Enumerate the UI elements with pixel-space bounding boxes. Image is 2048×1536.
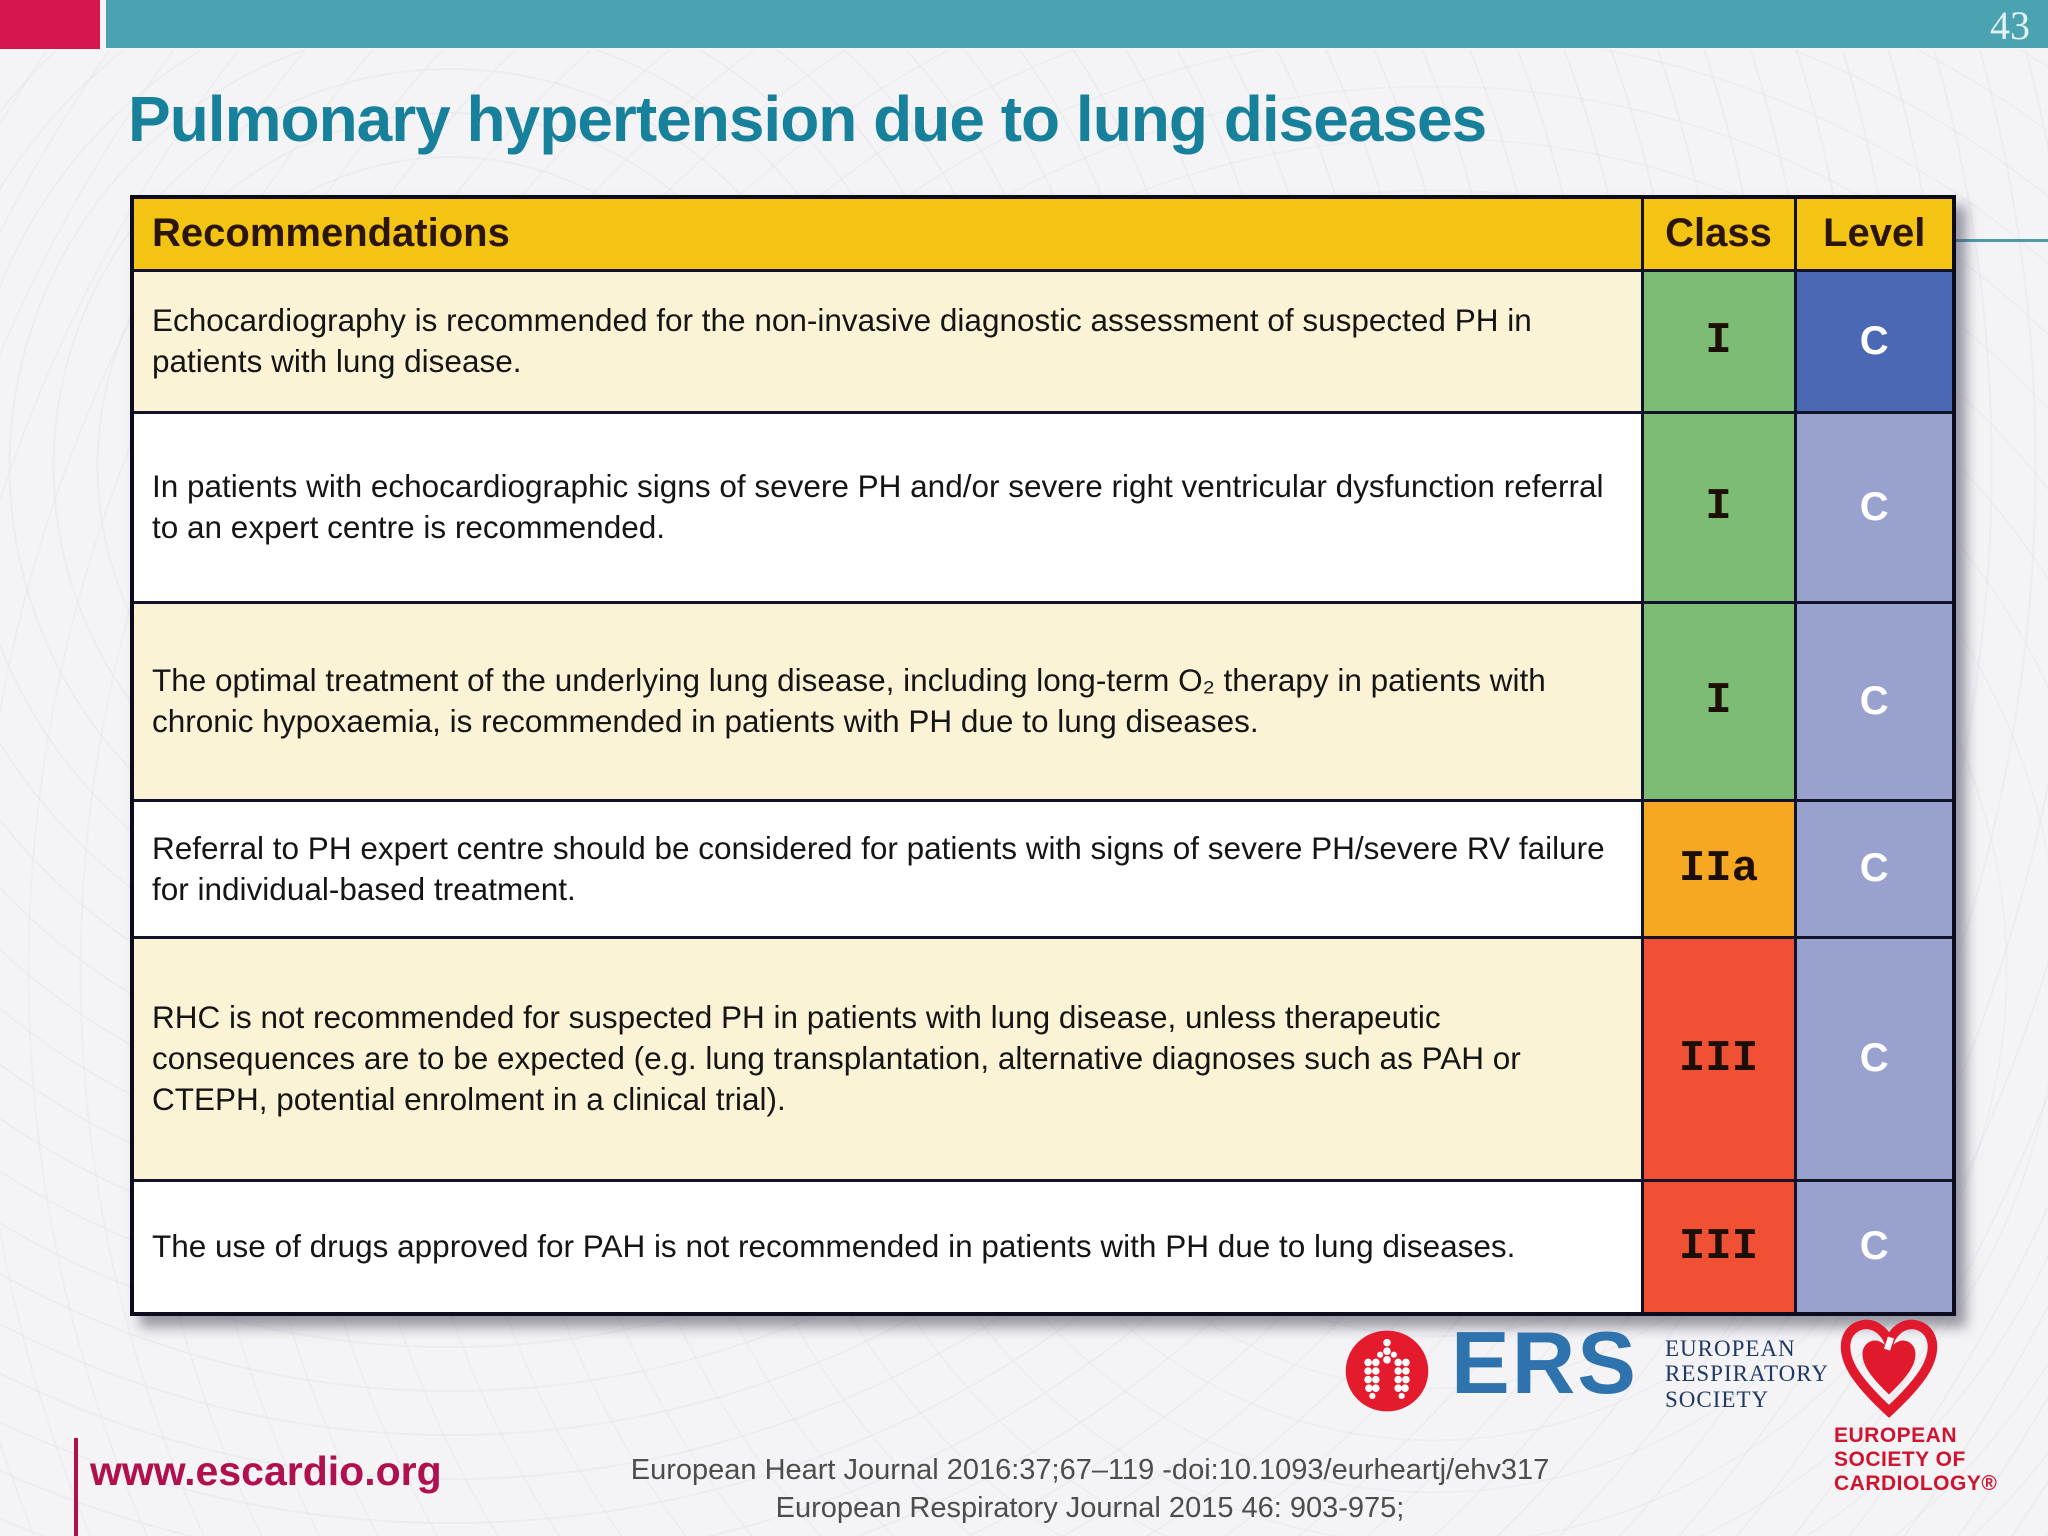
escardio-link[interactable]: www.escardio.org (90, 1448, 442, 1494)
class-badge: III (1640, 1178, 1797, 1316)
recommendation-text: Referral to PH expert centre should be c… (130, 798, 1644, 939)
ers-name-line: SOCIETY (1665, 1386, 1770, 1412)
ers-name-line: EUROPEAN (1665, 1336, 1796, 1361)
esc-name-line: CARDIOLOGY® (1834, 1472, 1998, 1496)
class-badge: IIa (1640, 798, 1797, 939)
recommendation-text: The use of drugs approved for PAH is not… (130, 1178, 1644, 1316)
class-badge: I (1640, 600, 1797, 802)
esc-name: EUROPEAN SOCIETY OF CARDIOLOGY® (1834, 1424, 1997, 1496)
ers-abbr: ERS (1451, 1313, 1638, 1412)
footer-accent-line (74, 1438, 78, 1536)
recommendation-text: RHC is not recommended for suspected PH … (130, 935, 1644, 1182)
column-header-class: Class (1640, 195, 1797, 272)
recommendation-text: The optimal treatment of the underlying … (130, 600, 1644, 802)
esc-heart-icon (1840, 1319, 1938, 1418)
esc-logo: EUROPEAN SOCIETY OF CARDIOLOGY® (1832, 1316, 2012, 1496)
top-bar (106, 0, 2048, 48)
table-row: In patients with echocardiographic signs… (130, 410, 1956, 604)
level-badge: C (1793, 798, 1956, 939)
level-badge: C (1793, 935, 1956, 1182)
level-badge: C (1793, 410, 1956, 604)
ers-name-line: RESPIRATORY (1665, 1361, 1829, 1387)
level-badge: C (1793, 268, 1956, 414)
citation-line-1: European Heart Journal 2016:37;67–119 -d… (630, 1454, 1550, 1486)
header-rule-line (1954, 239, 2048, 242)
table-row: The use of drugs approved for PAH is not… (130, 1178, 1956, 1316)
table-header-row: Recommendations Class Level (130, 195, 1956, 272)
class-badge: I (1640, 268, 1797, 414)
recommendation-text: In patients with echocardiographic signs… (130, 410, 1644, 604)
table-row: The optimal treatment of the underlying … (130, 600, 1956, 802)
recommendation-text: Echocardiography is recommended for the … (130, 268, 1644, 414)
esc-name-line: SOCIETY OF (1834, 1448, 1966, 1472)
class-badge: I (1640, 410, 1797, 604)
ers-logo: ERS EUROPEAN RESPIRATORY SOCIETY (1343, 1313, 1828, 1438)
column-header-level: Level (1793, 195, 1956, 272)
table-row: Echocardiography is recommended for the … (130, 268, 1956, 414)
citation-line-2: European Respiratory Journal 2015 46: 90… (775, 1491, 1405, 1524)
esc-name-line: EUROPEAN (1834, 1424, 1958, 1447)
ers-name: EUROPEAN RESPIRATORY SOCIETY (1665, 1336, 1829, 1412)
citation-block: European Heart Journal 2016:37;67–119 -d… (520, 1452, 1660, 1527)
level-badge: C (1793, 600, 1956, 802)
recommendations-table: Recommendations Class Level Echocardiogr… (130, 195, 1956, 1316)
table-row: RHC is not recommended for suspected PH … (130, 935, 1956, 1182)
table-row: Referral to PH expert centre should be c… (130, 798, 1956, 939)
column-header-recommendations: Recommendations (130, 195, 1644, 272)
page-title: Pulmonary hypertension due to lung disea… (128, 83, 1487, 155)
class-badge: III (1640, 935, 1797, 1182)
page-number: 43 (1990, 3, 2030, 48)
ers-lungs-icon (1345, 1330, 1429, 1412)
level-badge: C (1793, 1178, 1956, 1316)
corner-accent-block (0, 0, 100, 49)
